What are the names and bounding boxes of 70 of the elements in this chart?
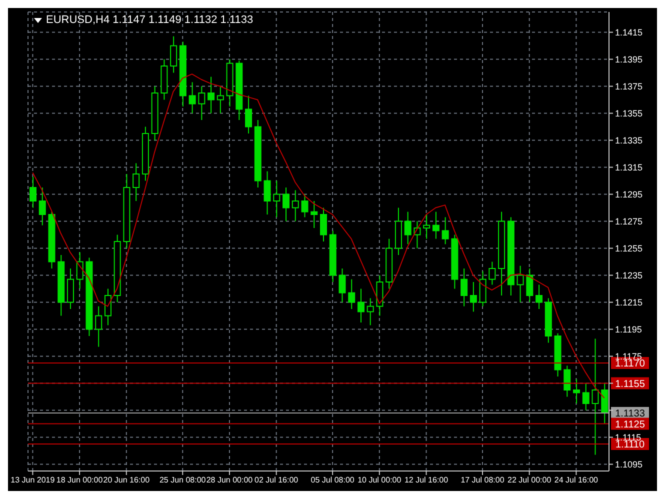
candlestick <box>245 95 252 134</box>
candlestick <box>76 252 84 290</box>
ref-line-label: 1.1170 <box>615 358 646 370</box>
x-tick-label: 10 Jul 00:00 <box>358 476 402 485</box>
y-tick-label: 1.1375 <box>615 81 643 92</box>
candlestick <box>30 176 36 208</box>
candlestick <box>95 306 102 348</box>
y-tick-label: 1.1095 <box>615 459 643 470</box>
candlestick <box>320 207 327 242</box>
candlestick <box>573 378 580 404</box>
y-tick-label: 1.1415 <box>615 27 643 38</box>
ref-line-label: 1.1155 <box>615 378 646 390</box>
candlestick <box>282 187 290 222</box>
x-tick-label: 17 Jul 08:00 <box>460 476 505 485</box>
x-tick-label: 18 Jun 00:00 <box>56 476 104 485</box>
candlestick <box>432 211 440 240</box>
candlestick <box>564 365 571 398</box>
x-tick-label: 24 Jul 16:00 <box>554 476 599 485</box>
candlestick <box>479 270 486 307</box>
candlestick <box>310 200 318 228</box>
candlestick <box>132 162 140 202</box>
candlestick <box>516 265 524 303</box>
candlestick <box>423 214 430 240</box>
candlestick <box>273 180 280 218</box>
x-tick-label: 20 Jun 16:00 <box>103 476 150 485</box>
candlestick <box>208 76 215 114</box>
candlestick <box>338 268 346 303</box>
ref-line-label: 1.1133 <box>615 408 646 420</box>
x-tick-label: 12 Jul 16:00 <box>404 476 449 485</box>
candlestick <box>404 211 412 245</box>
candlestick <box>292 190 299 222</box>
candlestick <box>582 382 590 411</box>
y-tick-label: 1.1195 <box>615 324 642 334</box>
candlestick <box>348 278 356 310</box>
y-tick-label: 1.1255 <box>615 243 643 254</box>
candlestick <box>536 284 543 310</box>
candlestick <box>592 338 599 456</box>
candlestick <box>470 282 477 312</box>
y-tick-label: 1.1355 <box>615 108 643 118</box>
ref-line-label: 1.1110 <box>615 440 645 450</box>
candlestick <box>460 268 468 307</box>
y-tick-label: 1.1235 <box>615 270 643 280</box>
candlestick <box>442 216 449 245</box>
x-tick-label: 28 Jun 00:00 <box>206 476 254 485</box>
candlestick <box>38 187 46 226</box>
y-tick-label: 1.1335 <box>615 135 643 146</box>
y-tick-label: 1.1295 <box>615 189 643 200</box>
candlestick <box>170 36 178 74</box>
candlestick <box>104 288 112 326</box>
y-tick-label: 1.1395 <box>615 54 643 64</box>
x-tick-label: 05 Jul 08:00 <box>310 476 355 485</box>
candlestick <box>526 268 534 303</box>
y-tick-label: 1.1215 <box>615 297 643 308</box>
y-tick-label: 1.1275 <box>615 216 643 226</box>
ref-line-label: 1.1125 <box>615 419 646 430</box>
x-tick-label: 25 Jun 08:00 <box>159 476 206 485</box>
candlestick <box>66 268 74 310</box>
x-tick-label: 02 Jul 16:00 <box>254 476 299 485</box>
candlestick <box>488 261 496 286</box>
candlestick <box>188 82 196 114</box>
candlestick <box>366 298 374 326</box>
candlestick <box>264 170 271 215</box>
chart-title: EURUSD,H4 1.1147 1.1149 1.1132 1.1133 <box>46 14 254 26</box>
candlestick <box>198 86 206 120</box>
x-tick-label: 13 Jun 2019 <box>10 476 56 485</box>
candlestick <box>216 86 224 114</box>
candlestick <box>357 288 364 323</box>
y-tick-label: 1.1315 <box>615 162 643 172</box>
x-tick-label: 22 Jul 00:00 <box>508 476 552 485</box>
candlestick <box>301 194 308 218</box>
